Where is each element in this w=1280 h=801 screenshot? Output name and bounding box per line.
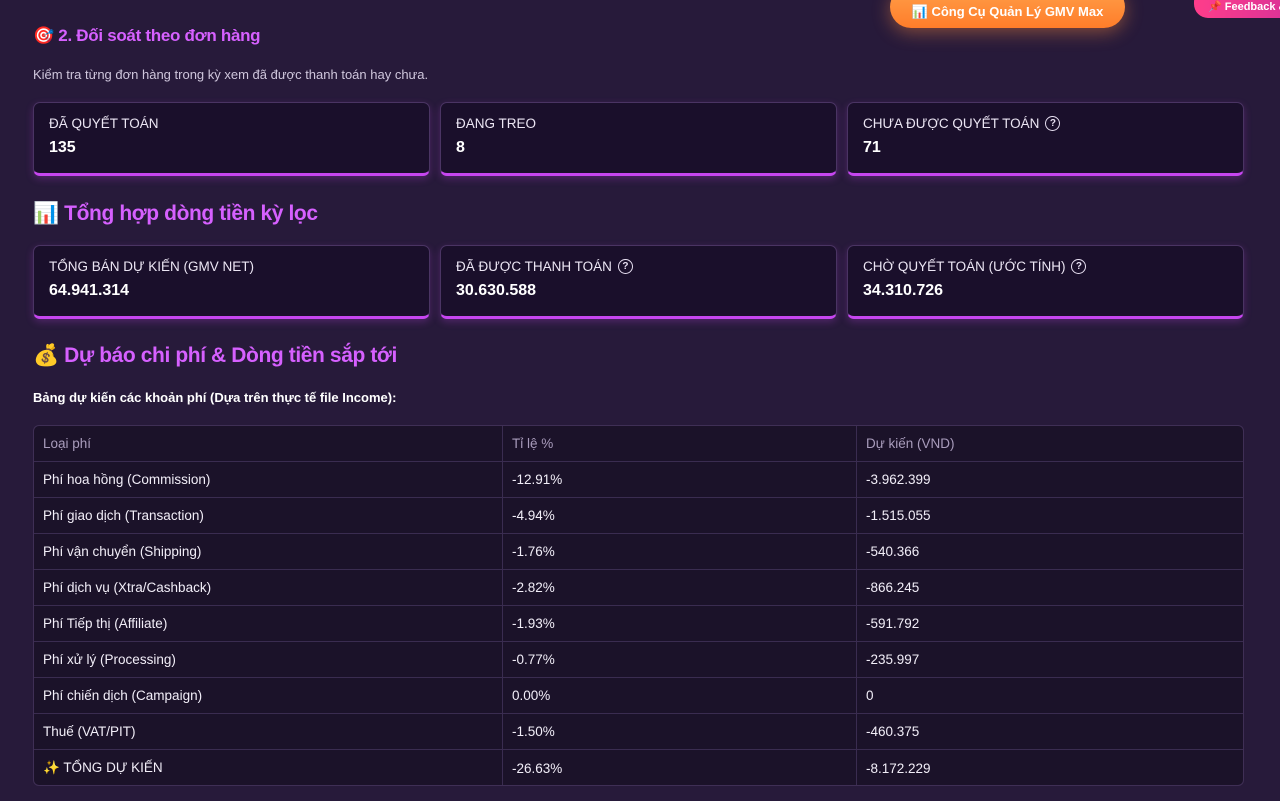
fee-type-cell: Phí chiến dịch (Campaign) [34, 678, 503, 713]
metric-value: 135 [49, 139, 76, 156]
fee-table-caption: Bảng dự kiến các khoản phí (Dựa trên thự… [33, 390, 397, 405]
fee-rate-cell: -1.76% [503, 534, 857, 569]
cashflow-metric-cards: TỔNG BÁN DỰ KIẾN (GMV NET) 64.941.314 ĐÃ… [33, 245, 1244, 319]
metric-value: 30.630.588 [456, 282, 537, 299]
table-row: Phí chiến dịch (Campaign) 0.00% 0 [34, 678, 1243, 714]
metric-card-awaiting: CHỜ QUYẾT TOÁN (ƯỚC TÍNH)? 34.310.726 [847, 245, 1244, 319]
metric-value: 71 [863, 139, 881, 156]
reconcile-metric-cards: ĐÃ QUYẾT TOÁN 135 ĐANG TREO 8 CHƯA ĐƯỢC … [33, 102, 1244, 176]
fee-type-cell: Phí giao dịch (Transaction) [34, 498, 503, 533]
table-row: Phí vận chuyển (Shipping) -1.76% -540.36… [34, 534, 1243, 570]
fee-type-cell: ✨ TỔNG DỰ KIẾN [34, 750, 503, 785]
table-row: Phí dịch vụ (Xtra/Cashback) -2.82% -866.… [34, 570, 1243, 606]
fee-amount-cell: 0 [866, 688, 874, 703]
metric-label: ĐÃ ĐƯỢC THANH TOÁN [456, 259, 612, 274]
metric-value: 34.310.726 [863, 282, 944, 299]
fee-rate-cell: 0.00% [503, 678, 857, 713]
metric-card-gmv-net: TỔNG BÁN DỰ KIẾN (GMV NET) 64.941.314 [33, 245, 430, 319]
metric-card-unsettled: CHƯA ĐƯỢC QUYẾT TOÁN? 71 [847, 102, 1244, 176]
section-forecast-title: 💰 Dự báo chi phí & Dòng tiền sắp tới [33, 344, 397, 367]
fee-rate-cell: -26.63% [503, 750, 857, 785]
table-total-row: ✨ TỔNG DỰ KIẾN -26.63% -8.172.229 [34, 750, 1243, 785]
column-header[interactable]: Tỉ lệ % [503, 426, 857, 461]
fee-forecast-table[interactable]: Loại phí Tỉ lệ % Dự kiến (VND) Phí hoa h… [33, 425, 1244, 786]
fee-rate-cell: -1.50% [503, 714, 857, 749]
gmv-tool-button[interactable]: 📊 Công Cụ Quản Lý GMV Max [890, 0, 1125, 28]
column-header[interactable]: Dự kiến (VND) [866, 436, 955, 451]
fee-rate-cell: -4.94% [503, 498, 857, 533]
section-cashflow-title: 📊 Tổng hợp dòng tiền kỳ lọc [33, 202, 318, 225]
table-row: Phí Tiếp thị (Affiliate) -1.93% -591.792 [34, 606, 1243, 642]
fee-amount-cell: -460.375 [866, 724, 920, 739]
fee-amount-cell: -235.997 [866, 652, 920, 667]
metric-card-settled: ĐÃ QUYẾT TOÁN 135 [33, 102, 430, 176]
metric-card-paid: ĐÃ ĐƯỢC THANH TOÁN? 30.630.588 [440, 245, 837, 319]
fee-amount-cell: -866.245 [866, 580, 920, 595]
help-icon[interactable]: ? [1045, 116, 1061, 131]
fee-type-cell: Phí xử lý (Processing) [34, 642, 503, 677]
section-reconcile-title: 🎯 2. Đối soát theo đơn hàng [33, 26, 261, 45]
table-row: Phí hoa hồng (Commission) -12.91% -3.962… [34, 462, 1243, 498]
fee-rate-cell: -12.91% [503, 462, 857, 497]
table-row: Thuế (VAT/PIT) -1.50% -460.375 [34, 714, 1243, 750]
fee-amount-cell: -591.792 [866, 616, 920, 631]
fee-type-cell: Phí hoa hồng (Commission) [34, 462, 503, 497]
metric-label: CHỜ QUYẾT TOÁN (ƯỚC TÍNH) [863, 259, 1066, 274]
fee-rate-cell: -2.82% [503, 570, 857, 605]
metric-label: CHƯA ĐƯỢC QUYẾT TOÁN [863, 116, 1040, 131]
metric-card-pending: ĐANG TREO 8 [440, 102, 837, 176]
metric-label: TỔNG BÁN DỰ KIẾN (GMV NET) [49, 259, 255, 274]
help-icon[interactable]: ? [617, 259, 633, 274]
fee-amount-cell: -1.515.055 [866, 508, 931, 523]
metric-value: 8 [456, 139, 465, 156]
fee-rate-cell: -0.77% [503, 642, 857, 677]
metric-label: ĐANG TREO [456, 116, 537, 131]
fee-rate-cell: -1.93% [503, 606, 857, 641]
fee-amount-cell: -3.962.399 [866, 472, 931, 487]
metric-label: ĐÃ QUYẾT TOÁN [49, 116, 159, 131]
fee-type-cell: Thuế (VAT/PIT) [34, 714, 503, 749]
fee-amount-cell: -8.172.229 [866, 760, 931, 776]
section-reconcile-description: Kiểm tra từng đơn hàng trong kỳ xem đã đ… [33, 67, 429, 82]
metric-value: 64.941.314 [49, 282, 130, 299]
table-row: Phí giao dịch (Transaction) -4.94% -1.51… [34, 498, 1243, 534]
fee-type-cell: Phí dịch vụ (Xtra/Cashback) [34, 570, 503, 605]
table-header-row: Loại phí Tỉ lệ % Dự kiến (VND) [34, 426, 1243, 462]
fee-amount-cell: -540.366 [866, 544, 920, 559]
feedback-button[interactable]: 📌 Feedback & [1194, 0, 1280, 18]
table-row: Phí xử lý (Processing) -0.77% -235.997 [34, 642, 1243, 678]
column-header[interactable]: Loại phí [34, 426, 503, 461]
fee-type-cell: Phí vận chuyển (Shipping) [34, 534, 503, 569]
fee-type-cell: Phí Tiếp thị (Affiliate) [34, 606, 503, 641]
help-icon[interactable]: ? [1071, 259, 1087, 274]
